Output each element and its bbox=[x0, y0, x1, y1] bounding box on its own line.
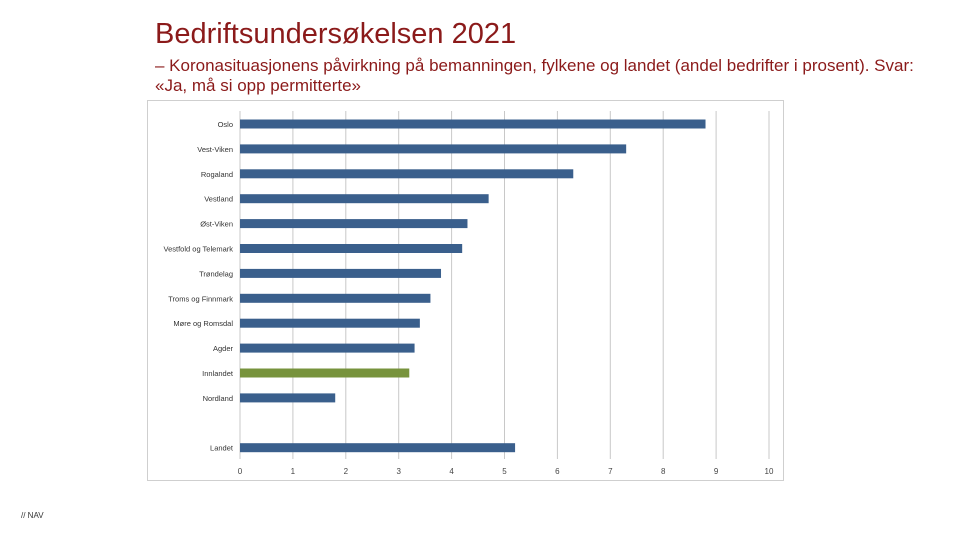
x-tick-label: 9 bbox=[714, 467, 719, 476]
grid-lines bbox=[239, 111, 770, 459]
category-label: Trøndelag bbox=[199, 269, 233, 278]
bar-chart: Oslo Vest-Viken Rogaland Vestland Øst-Viken V… bbox=[164, 111, 774, 476]
bar bbox=[240, 318, 420, 328]
bar bbox=[240, 244, 463, 253]
slide-title: Bedriftsundersøkelsen 2021 bbox=[155, 18, 517, 50]
category-label: Agder bbox=[213, 344, 234, 353]
x-tick-label: 1 bbox=[291, 467, 296, 476]
slide-subtitle: – Koronasituasjonens påvirkning på beman… bbox=[155, 56, 914, 95]
bar bbox=[240, 268, 442, 278]
bar bbox=[240, 219, 468, 229]
category-label: Oslo bbox=[218, 120, 233, 129]
x-tick-label: 7 bbox=[608, 467, 613, 476]
bar bbox=[240, 144, 627, 154]
category-label: Øst-Viken bbox=[200, 220, 233, 229]
bar bbox=[240, 169, 574, 179]
bar bbox=[240, 343, 415, 353]
chart-frame: Oslo Vest-Viken Rogaland Vestland Øst-Viken V… bbox=[147, 100, 784, 481]
bar bbox=[240, 393, 336, 403]
footer-logo-text: // NAV bbox=[21, 511, 44, 520]
x-tick-label: 8 bbox=[661, 467, 666, 476]
category-label: Nordland bbox=[203, 394, 233, 403]
bar bbox=[240, 443, 516, 453]
bars bbox=[240, 119, 706, 453]
category-label: Vestland bbox=[204, 195, 233, 204]
category-label: Rogaland bbox=[201, 170, 233, 179]
category-label: Møre og Romsdal bbox=[173, 319, 233, 328]
x-tick-label: 5 bbox=[502, 467, 507, 476]
category-label: Troms og Finnmark bbox=[168, 294, 233, 303]
category-labels: Oslo Vest-Viken Rogaland Vestland Øst-Viken V… bbox=[164, 120, 234, 453]
x-tick-label: 2 bbox=[344, 467, 349, 476]
category-label: Landet bbox=[210, 444, 234, 453]
x-tick-label: 0 bbox=[238, 467, 243, 476]
x-tick-label: 6 bbox=[555, 467, 560, 476]
x-tick-label: 3 bbox=[396, 467, 401, 476]
bar bbox=[240, 293, 431, 303]
category-label: Innlandet bbox=[202, 369, 234, 378]
bar bbox=[240, 119, 706, 129]
x-tick-labels: 0 1 2 3 4 5 6 7 8 9 10 bbox=[238, 467, 774, 476]
x-tick-label: 10 bbox=[765, 467, 774, 476]
bar bbox=[240, 194, 489, 204]
bar bbox=[240, 368, 410, 378]
x-tick-label: 4 bbox=[449, 467, 454, 476]
category-label: Vestfold og Telemark bbox=[164, 245, 234, 254]
category-label: Vest-Viken bbox=[197, 145, 233, 154]
